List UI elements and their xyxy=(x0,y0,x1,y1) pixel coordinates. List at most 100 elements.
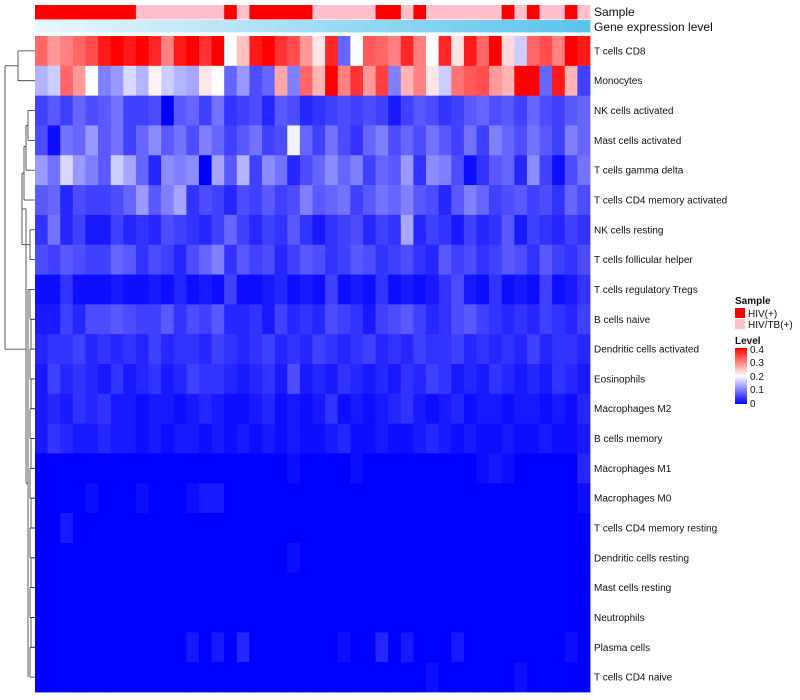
heatmap-cell xyxy=(362,185,376,216)
heatmap-cell xyxy=(388,334,402,365)
heatmap-cell xyxy=(400,662,414,693)
heatmap-cell xyxy=(60,483,74,514)
heatmap-cell xyxy=(123,453,137,484)
sample-annotation-track xyxy=(35,5,591,20)
sample-cell xyxy=(577,5,591,20)
heatmap-cell xyxy=(224,513,238,544)
heatmap-cell xyxy=(123,304,137,335)
heatmap-cell xyxy=(539,423,553,454)
heatmap-cell xyxy=(438,214,452,246)
heatmap-cell xyxy=(514,572,528,603)
row-label: T cells CD4 naive xyxy=(594,673,673,684)
heatmap-cell xyxy=(362,513,376,544)
heatmap-cell xyxy=(337,364,351,395)
heatmap-cell xyxy=(249,632,263,663)
heatmap-cell xyxy=(577,662,591,693)
heatmap-cell xyxy=(400,155,414,186)
heatmap-cell xyxy=(463,95,477,126)
heatmap-cell xyxy=(476,393,490,425)
hiv-legend-label: HIV(+) xyxy=(748,309,777,320)
heatmap-cell xyxy=(47,95,61,126)
heatmap-cell xyxy=(85,393,99,425)
heatmap-cell xyxy=(577,423,591,454)
heatmap-cell xyxy=(312,185,326,216)
heatmap-cell xyxy=(400,274,414,305)
heatmap-cell xyxy=(350,483,364,514)
heatmap-cell xyxy=(85,423,99,454)
sample-cell xyxy=(85,5,99,20)
heatmap-cell xyxy=(72,334,86,365)
sample-cell xyxy=(161,5,175,20)
heatmap-cell xyxy=(299,244,313,275)
heatmap-cell xyxy=(400,185,414,216)
heatmap-cell xyxy=(211,185,225,216)
heatmap-cell xyxy=(211,214,225,246)
heatmap-cell xyxy=(463,542,477,574)
heatmap-cell xyxy=(552,304,566,335)
heatmap-cell xyxy=(413,274,427,305)
sample-cell xyxy=(110,5,124,20)
heatmap-cell xyxy=(501,662,515,693)
heatmap-cell xyxy=(526,214,540,246)
heatmap-cell xyxy=(98,632,112,663)
heatmap-cell xyxy=(577,364,591,395)
row-label: Macrophages M2 xyxy=(594,404,672,415)
heatmap-cell xyxy=(438,274,452,305)
heatmap-cell xyxy=(287,304,301,335)
heatmap-cell xyxy=(299,542,313,574)
heatmap-cell xyxy=(514,393,528,425)
heatmap-cell xyxy=(85,185,99,216)
heatmap-cell xyxy=(539,632,553,663)
heatmap-cell xyxy=(98,65,112,97)
heatmap-cell xyxy=(451,662,465,693)
heatmap-cell xyxy=(552,662,566,693)
heatmap-cell xyxy=(72,602,86,633)
heatmap-cell xyxy=(564,36,578,67)
heatmap-cell xyxy=(552,364,566,395)
heatmap-cell xyxy=(110,542,124,574)
heatmap-cell xyxy=(262,423,276,454)
row-label: Macrophages M0 xyxy=(594,494,672,505)
heatmap-cell xyxy=(564,274,578,305)
heatmap-cell xyxy=(123,632,137,663)
heatmap-cell xyxy=(413,334,427,365)
heatmap-cell xyxy=(60,304,74,335)
heatmap-cell xyxy=(161,632,175,663)
heatmap-cell xyxy=(186,185,200,216)
expression-cell xyxy=(564,20,578,33)
heatmap-cell xyxy=(337,632,351,663)
sample-cell xyxy=(249,5,263,20)
heatmap-cell xyxy=(350,542,364,574)
heatmap-cell xyxy=(388,125,402,156)
heatmap-cell xyxy=(552,65,566,97)
heatmap-cell xyxy=(526,244,540,275)
heatmap-cell xyxy=(60,513,74,544)
heatmap-cell xyxy=(312,513,326,544)
heatmap-cell xyxy=(148,125,162,156)
heatmap-cell xyxy=(564,393,578,425)
heatmap-cell xyxy=(35,214,49,246)
heatmap-cell xyxy=(426,244,440,275)
heatmap-cell xyxy=(514,65,528,97)
heatmap-cell xyxy=(274,334,288,365)
heatmap-cell xyxy=(35,125,49,156)
heatmap-cell xyxy=(110,214,124,246)
expression-cell xyxy=(236,20,250,33)
heatmap-cell xyxy=(526,542,540,574)
heatmap-cell xyxy=(262,65,276,97)
heatmap-cell xyxy=(451,453,465,484)
expression-cell xyxy=(98,20,112,33)
heatmap-cell xyxy=(438,632,452,663)
heatmap-cell xyxy=(514,304,528,335)
heatmap-cell xyxy=(211,244,225,275)
heatmap-cell xyxy=(438,125,452,156)
heatmap-cell xyxy=(413,95,427,126)
heatmap-cell xyxy=(148,185,162,216)
heatmap-cell xyxy=(211,125,225,156)
heatmap-cell xyxy=(161,572,175,603)
heatmap-cell xyxy=(325,65,339,97)
heatmap-cell xyxy=(60,393,74,425)
heatmap-cell xyxy=(85,572,99,603)
heatmap-cell xyxy=(85,542,99,574)
heatmap-cell xyxy=(350,513,364,544)
